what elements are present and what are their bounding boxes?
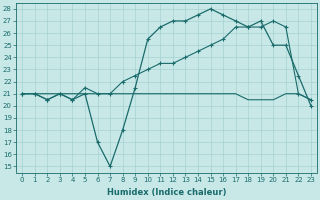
X-axis label: Humidex (Indice chaleur): Humidex (Indice chaleur) <box>107 188 226 197</box>
